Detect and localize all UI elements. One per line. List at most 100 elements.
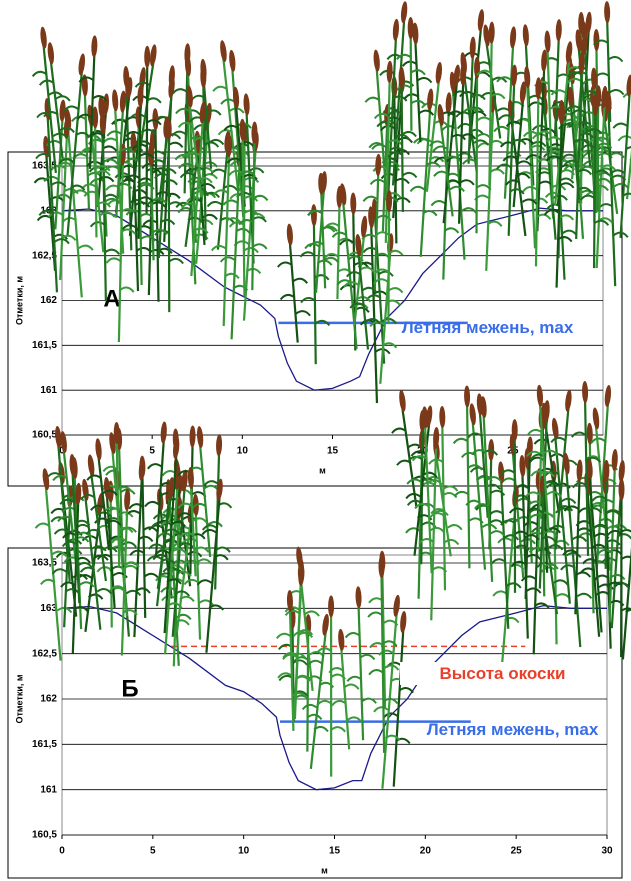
reed-head — [216, 478, 223, 501]
reed-leaf — [585, 456, 602, 464]
reed-stem — [94, 125, 98, 238]
reed-leaf — [323, 253, 339, 260]
reed-head — [55, 426, 62, 448]
x-tick-label: 15 — [327, 446, 339, 457]
reed-head — [355, 234, 362, 256]
reed-leaf — [69, 184, 86, 191]
reed-leaf — [550, 436, 566, 444]
reed-head — [220, 40, 227, 63]
reed-leaf — [292, 659, 308, 666]
reed-leaf — [78, 149, 95, 156]
reed-leaf — [449, 185, 465, 192]
reed-leaf — [292, 277, 309, 284]
reed-leaf — [432, 145, 448, 152]
reed-leaf — [47, 211, 64, 218]
reed-head — [181, 469, 188, 492]
reed-stem — [176, 477, 192, 587]
reed-leaf — [242, 195, 259, 202]
reed-leaf — [452, 90, 468, 97]
reed-leaf — [625, 146, 631, 151]
reed-stem — [500, 503, 517, 668]
reed-stem — [314, 190, 325, 293]
reed-head — [286, 223, 293, 246]
reed-leaf — [168, 201, 184, 208]
reed-head — [199, 101, 207, 124]
reed-stem — [586, 490, 601, 637]
reed-head — [200, 65, 207, 88]
reed-leaf — [362, 195, 379, 202]
x-tick-label: 25 — [511, 846, 523, 857]
reed-stem — [288, 608, 295, 731]
reed-leaf — [422, 471, 438, 478]
reed-leaf — [121, 541, 137, 548]
reed-leaf — [48, 91, 64, 98]
reed-leaf — [496, 76, 512, 83]
reed-leaf — [107, 199, 123, 206]
reed-leaf — [166, 578, 182, 585]
reed-leaf — [406, 478, 422, 485]
reed-stem — [157, 135, 168, 258]
reed-leaf — [596, 142, 613, 149]
reed-leaf — [578, 132, 595, 139]
profile-line — [61, 604, 607, 791]
x-axis-label: м — [321, 865, 328, 875]
reed-stem — [167, 136, 171, 313]
reed-leaf — [74, 519, 91, 526]
reed-leaf — [555, 507, 571, 514]
reed-leaf — [181, 202, 197, 209]
reed-leaf — [212, 85, 228, 92]
reed-leaf — [401, 130, 417, 138]
reed-leaf — [276, 632, 292, 640]
reed-leaf — [528, 94, 544, 101]
reed-leaf — [401, 171, 418, 179]
reed-leaf — [428, 156, 445, 163]
reed-leaf — [141, 162, 157, 170]
reed-leaf — [593, 219, 610, 226]
reed-head — [565, 41, 573, 64]
reed-leaf — [164, 528, 181, 535]
reed-leaf — [142, 219, 158, 226]
reed-head — [138, 458, 145, 481]
y-tick-label: 161,5 — [32, 739, 57, 750]
reed-stem — [592, 112, 597, 269]
reed-leaf — [540, 536, 557, 543]
reed-leaf — [212, 189, 229, 196]
reed-stem — [419, 107, 432, 257]
reed-leaf — [159, 558, 176, 565]
reed-leaf — [625, 608, 631, 613]
reed-leaf — [182, 151, 198, 159]
reed-leaf — [61, 540, 78, 548]
reed-head — [60, 431, 67, 453]
reed-leaf — [499, 141, 516, 148]
reed-leaf — [304, 610, 320, 617]
reed-leaf — [185, 109, 202, 116]
reed-leaf — [135, 225, 152, 232]
reed-leaf — [300, 297, 316, 304]
reed-head — [40, 26, 47, 49]
reed-leaf — [128, 503, 144, 510]
reed-leaf — [526, 587, 542, 594]
reed-leaf — [433, 170, 449, 177]
reed-leaf — [368, 669, 384, 676]
reed-head — [603, 459, 610, 482]
reed-leaf — [162, 179, 178, 186]
reed-stem — [370, 225, 379, 404]
reed-leaf — [85, 528, 101, 536]
reed-leaf — [101, 145, 118, 152]
reed-leaf — [77, 561, 93, 569]
reed-leaf — [476, 69, 492, 76]
reed-leaf — [96, 553, 113, 561]
reed-leaf — [143, 526, 159, 533]
reed-head — [604, 1, 611, 24]
reed-stem — [156, 495, 173, 590]
x-tick-label: 5 — [149, 446, 155, 457]
reed-leaf — [86, 134, 102, 141]
reed-stem — [625, 149, 631, 200]
reed-leaf — [442, 485, 459, 492]
reed-leaf — [174, 590, 191, 597]
reed-head — [511, 419, 518, 442]
reed-stem — [101, 131, 107, 302]
reed-head — [320, 171, 327, 194]
reed-stem — [42, 45, 57, 174]
reed-head — [399, 389, 406, 412]
